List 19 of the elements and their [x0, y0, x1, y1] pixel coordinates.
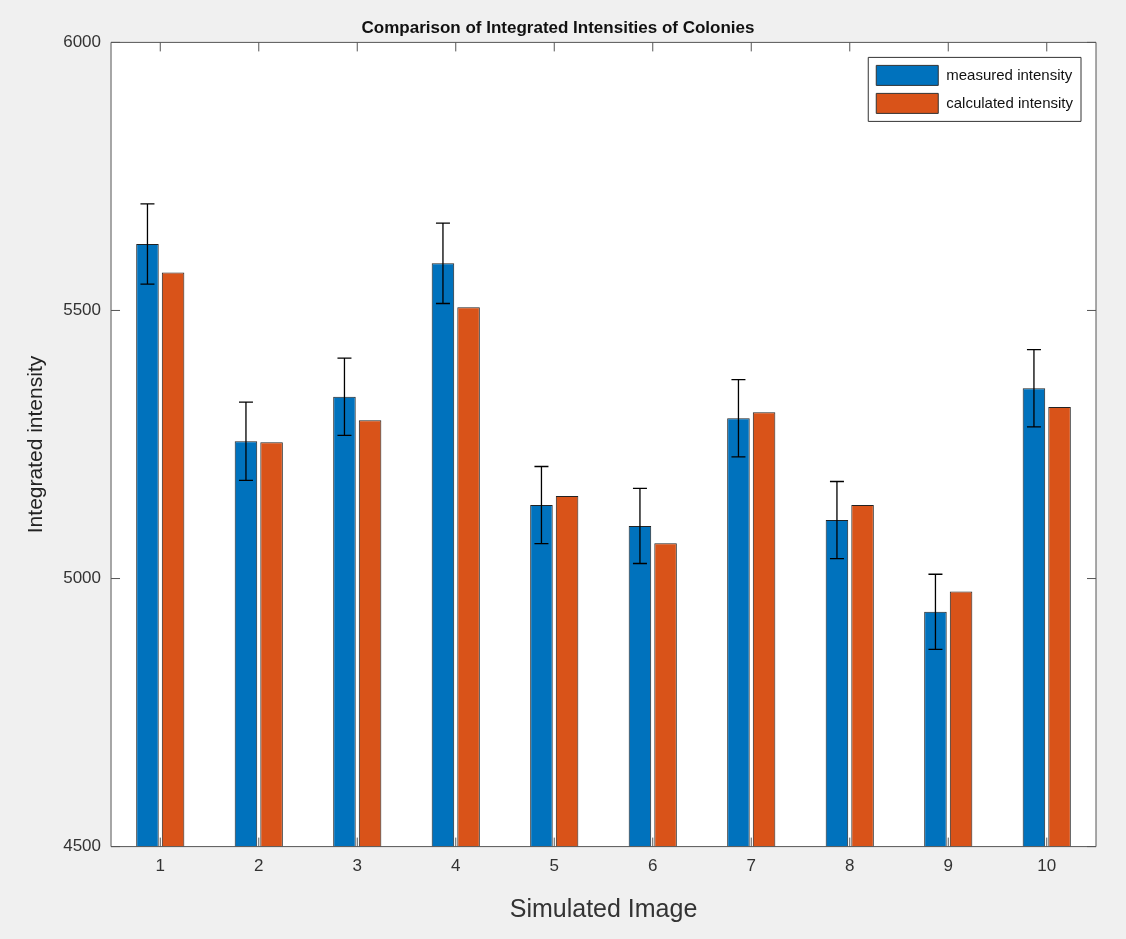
legend-label: calculated intensity — [946, 93, 1074, 111]
x-tick-label: 8 — [845, 856, 855, 876]
x-tick-label: 4 — [451, 856, 461, 876]
chart-title: Comparison of Integrated Intensities of Colonies — [361, 17, 755, 37]
x-tick-label: 5 — [549, 856, 559, 876]
x-axis-title: Simulated Image — [509, 893, 698, 922]
y-tick-label: 4500 — [63, 836, 102, 856]
x-tick-label: 7 — [746, 856, 756, 876]
x-tick-label: 6 — [648, 856, 658, 876]
y-tick-label: 5000 — [63, 568, 102, 588]
y-tick-label: 5500 — [63, 300, 102, 320]
legend-label: measured intensity — [946, 65, 1073, 83]
x-tick-label: 1 — [155, 856, 165, 876]
x-tick-label: 3 — [352, 856, 362, 876]
y-tick-label: 6000 — [63, 32, 102, 52]
x-tick-label: 9 — [943, 856, 953, 876]
x-tick-label: 2 — [254, 856, 264, 876]
x-tick-label: 10 — [1037, 856, 1057, 876]
y-axis-title: Integrated intensity — [23, 355, 47, 534]
